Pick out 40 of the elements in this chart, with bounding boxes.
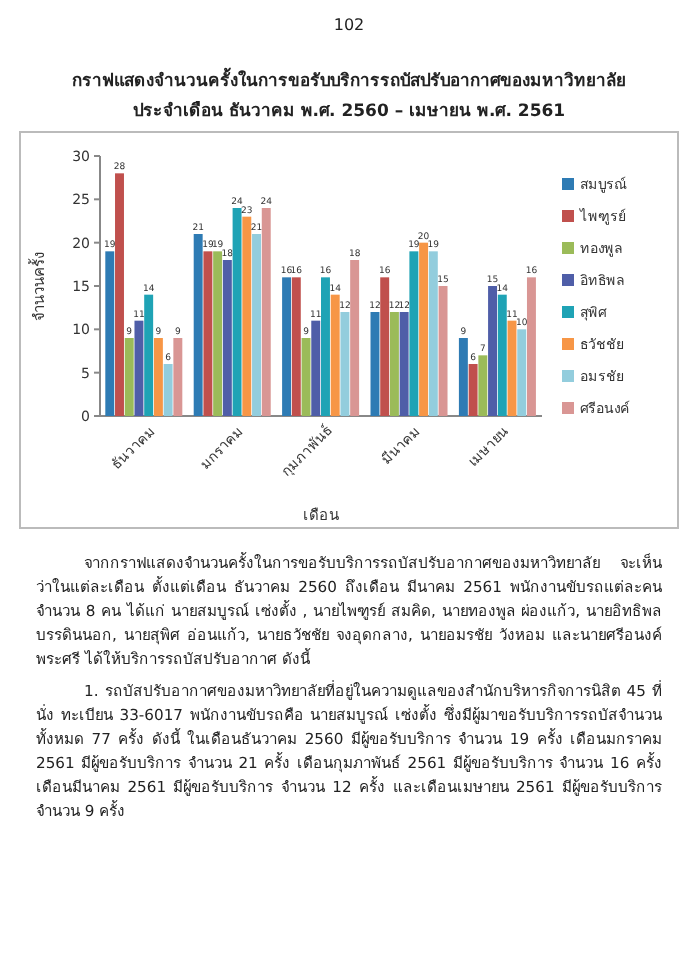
bar [261,208,271,416]
bar [438,286,448,416]
bar [153,338,163,416]
bar [163,364,173,416]
text: 102 [331,16,367,38]
bar [389,312,399,416]
chart-title: กราฟแสดงจำนวนครั้งในการขอรับบริการรถบัสปรับอากาศของมหาวิทยาลัย [72,66,626,92]
bar [468,364,478,416]
bar [282,277,292,416]
bar [526,277,536,416]
bar [399,312,409,416]
bar [144,294,154,416]
bar [409,251,419,416]
bar [105,251,115,416]
bar [232,208,242,416]
bar [115,173,124,416]
bar [134,320,144,416]
bar [252,234,261,416]
bar [458,338,468,416]
bar [193,234,203,416]
bar [340,312,350,416]
chart-subtitle: ประจำเดือน ธันวาคม พ.ศ. 2560 – เมษายน พ.ศ. 2561 [132,100,566,122]
bar [478,355,488,416]
bar [242,216,252,416]
bar [497,294,507,416]
bar [380,277,390,416]
bar [419,242,429,416]
bar [213,251,223,416]
bar [203,251,213,416]
bar [311,320,321,416]
bar [173,338,183,416]
bar [222,260,232,416]
bar [321,277,330,416]
bar [488,286,498,416]
bar [517,329,527,416]
bar [350,260,360,416]
bar [124,338,134,416]
bar [428,251,438,416]
bar [291,277,301,416]
bar [330,294,340,416]
